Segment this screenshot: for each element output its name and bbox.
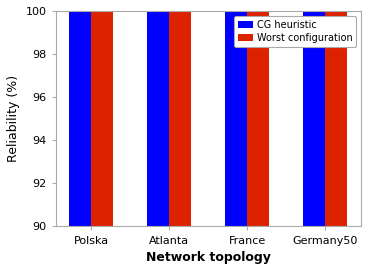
Bar bbox=[247, 0, 269, 227]
Bar bbox=[91, 0, 113, 227]
Bar bbox=[226, 0, 247, 227]
Legend: CG heuristic, Worst configuration: CG heuristic, Worst configuration bbox=[234, 16, 356, 47]
X-axis label: Network topology: Network topology bbox=[146, 251, 271, 264]
Bar bbox=[70, 0, 91, 227]
Bar bbox=[325, 0, 347, 227]
Bar bbox=[169, 0, 191, 227]
Bar bbox=[304, 0, 325, 227]
Bar bbox=[148, 0, 169, 227]
Y-axis label: Reliability (%): Reliability (%) bbox=[7, 75, 20, 162]
